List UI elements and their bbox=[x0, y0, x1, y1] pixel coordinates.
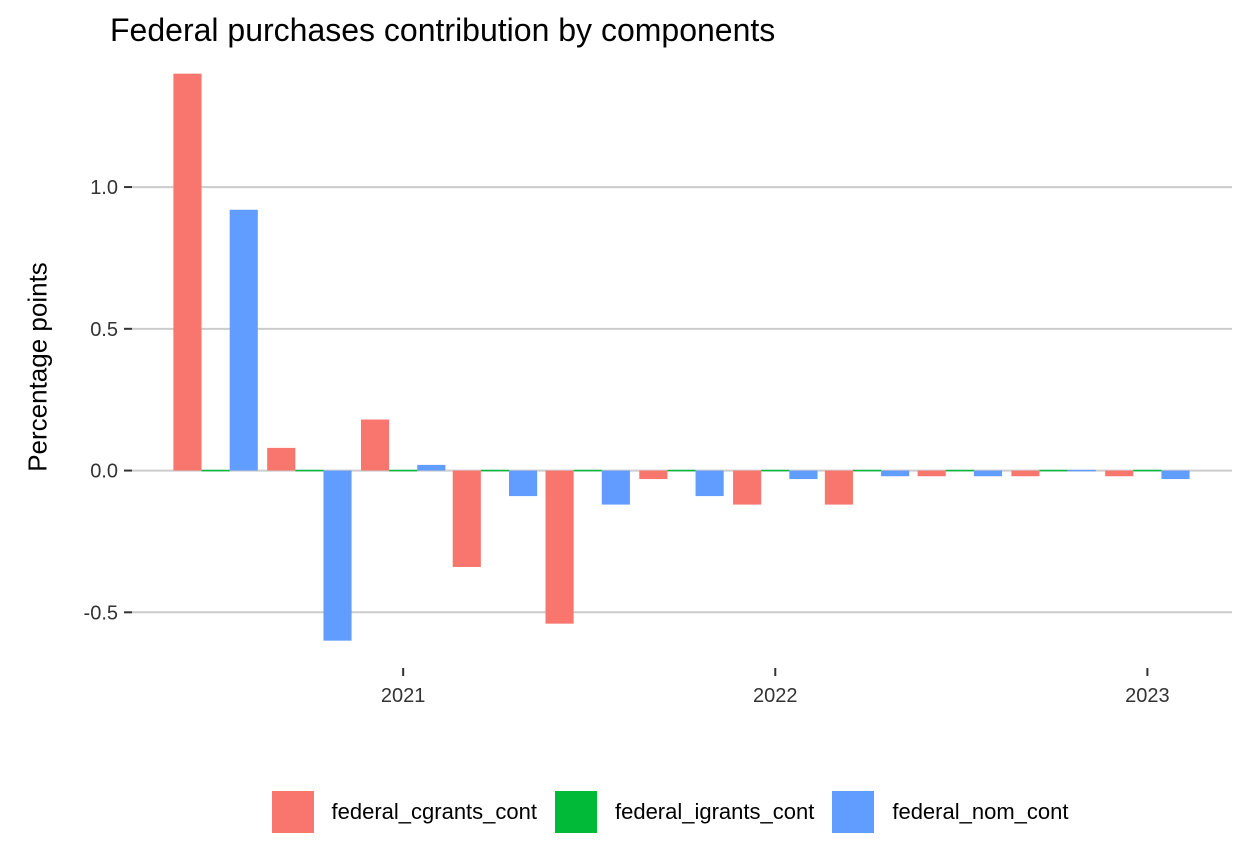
bar-federal_nom_cont-2020-10-01 bbox=[323, 470, 352, 641]
bar-federal_igrants_cont-2023-01-01 bbox=[1133, 469, 1162, 472]
x-tick-label: 2023 bbox=[1125, 685, 1170, 707]
legend-label: federal_cgrants_cont bbox=[331, 799, 537, 824]
bar-federal_nom_cont-2023-01-01 bbox=[1161, 470, 1190, 480]
legend-label: federal_nom_cont bbox=[892, 799, 1069, 824]
bar-federal_igrants_cont-2022-10-01 bbox=[1039, 469, 1068, 472]
y-tick-label: 0.0 bbox=[90, 461, 118, 483]
legend-label: federal_igrants_cont bbox=[614, 799, 815, 824]
bar-federal_nom_cont-2022-04-01 bbox=[881, 470, 910, 477]
bar-federal_cgrants_cont-2023-01-01 bbox=[1105, 470, 1134, 477]
axes: -0.5 0.0 0.5 1.0 2021 2022 2023 bbox=[84, 177, 1170, 707]
legend-swatch bbox=[271, 791, 314, 833]
bar-federal_igrants_cont-2022-04-01 bbox=[852, 469, 882, 472]
bar-federal_igrants_cont-2022-01-01 bbox=[761, 469, 790, 472]
bar-federal_cgrants_cont-2021-04-01 bbox=[452, 470, 481, 567]
bar-federal_cgrants_cont-2022-01-01 bbox=[733, 470, 762, 505]
y-tick-label: 0.5 bbox=[90, 319, 118, 341]
bar-federal_nom_cont-2021-01-01 bbox=[417, 464, 446, 471]
bar-federal_cgrants_cont-2020-10-01 bbox=[267, 447, 296, 471]
bar-federal_igrants_cont-2021-07-01 bbox=[573, 469, 602, 472]
legend-swatch bbox=[832, 791, 875, 833]
grid-lines bbox=[132, 186, 1232, 614]
y-tick-label: -0.5 bbox=[84, 602, 118, 624]
x-tick-label: 2021 bbox=[381, 685, 426, 707]
legend-item-federal_nom_cont: federal_nom_cont bbox=[832, 791, 1068, 833]
bar-federal_nom_cont-2021-10-01 bbox=[695, 470, 724, 497]
bar-federal_igrants_cont-2022-07-01 bbox=[945, 469, 974, 472]
bar-federal_igrants_cont-2020-10-01 bbox=[295, 469, 324, 472]
bar-federal_cgrants_cont-2021-01-01 bbox=[360, 419, 390, 471]
bars bbox=[173, 73, 1190, 641]
bar-federal_cgrants_cont-2022-10-01 bbox=[1011, 470, 1040, 477]
bar-federal_cgrants_cont-2021-07-01 bbox=[545, 470, 574, 624]
bar-federal_igrants_cont-2021-01-01 bbox=[389, 469, 418, 472]
legend: federal_cgrants_cont federal_igrants_cont… bbox=[0, 786, 1248, 838]
legend-item-federal_cgrants_cont: federal_cgrants_cont bbox=[271, 791, 537, 833]
bar-federal_nom_cont-2022-07-01 bbox=[973, 470, 1003, 477]
bar-federal_cgrants_cont-2021-10-01 bbox=[639, 470, 668, 480]
chart-title: Federal purchases contribution by compon… bbox=[110, 12, 776, 48]
bar-federal_nom_cont-2022-10-01 bbox=[1067, 469, 1096, 472]
bar-federal_nom_cont-2021-07-01 bbox=[601, 470, 630, 505]
bar-federal_igrants_cont-2021-04-01 bbox=[480, 469, 509, 472]
legend-item-federal_igrants_cont: federal_igrants_cont bbox=[554, 791, 815, 833]
y-tick-label: 1.0 bbox=[90, 177, 118, 199]
bar-federal_cgrants_cont-2022-07-01 bbox=[917, 470, 946, 477]
bar-federal_nom_cont-2020-07-01 bbox=[229, 209, 258, 471]
bar-federal_nom_cont-2022-01-01 bbox=[789, 470, 818, 480]
bar-federal_igrants_cont-2020-07-01 bbox=[201, 469, 230, 472]
bar-federal_cgrants_cont-2020-07-01 bbox=[173, 73, 202, 471]
bar-federal_igrants_cont-2021-10-01 bbox=[667, 469, 696, 472]
x-tick-label: 2022 bbox=[753, 685, 798, 707]
bar-federal_nom_cont-2021-04-01 bbox=[508, 470, 538, 497]
legend-swatch bbox=[554, 791, 597, 833]
bar-federal_cgrants_cont-2022-04-01 bbox=[824, 470, 853, 505]
